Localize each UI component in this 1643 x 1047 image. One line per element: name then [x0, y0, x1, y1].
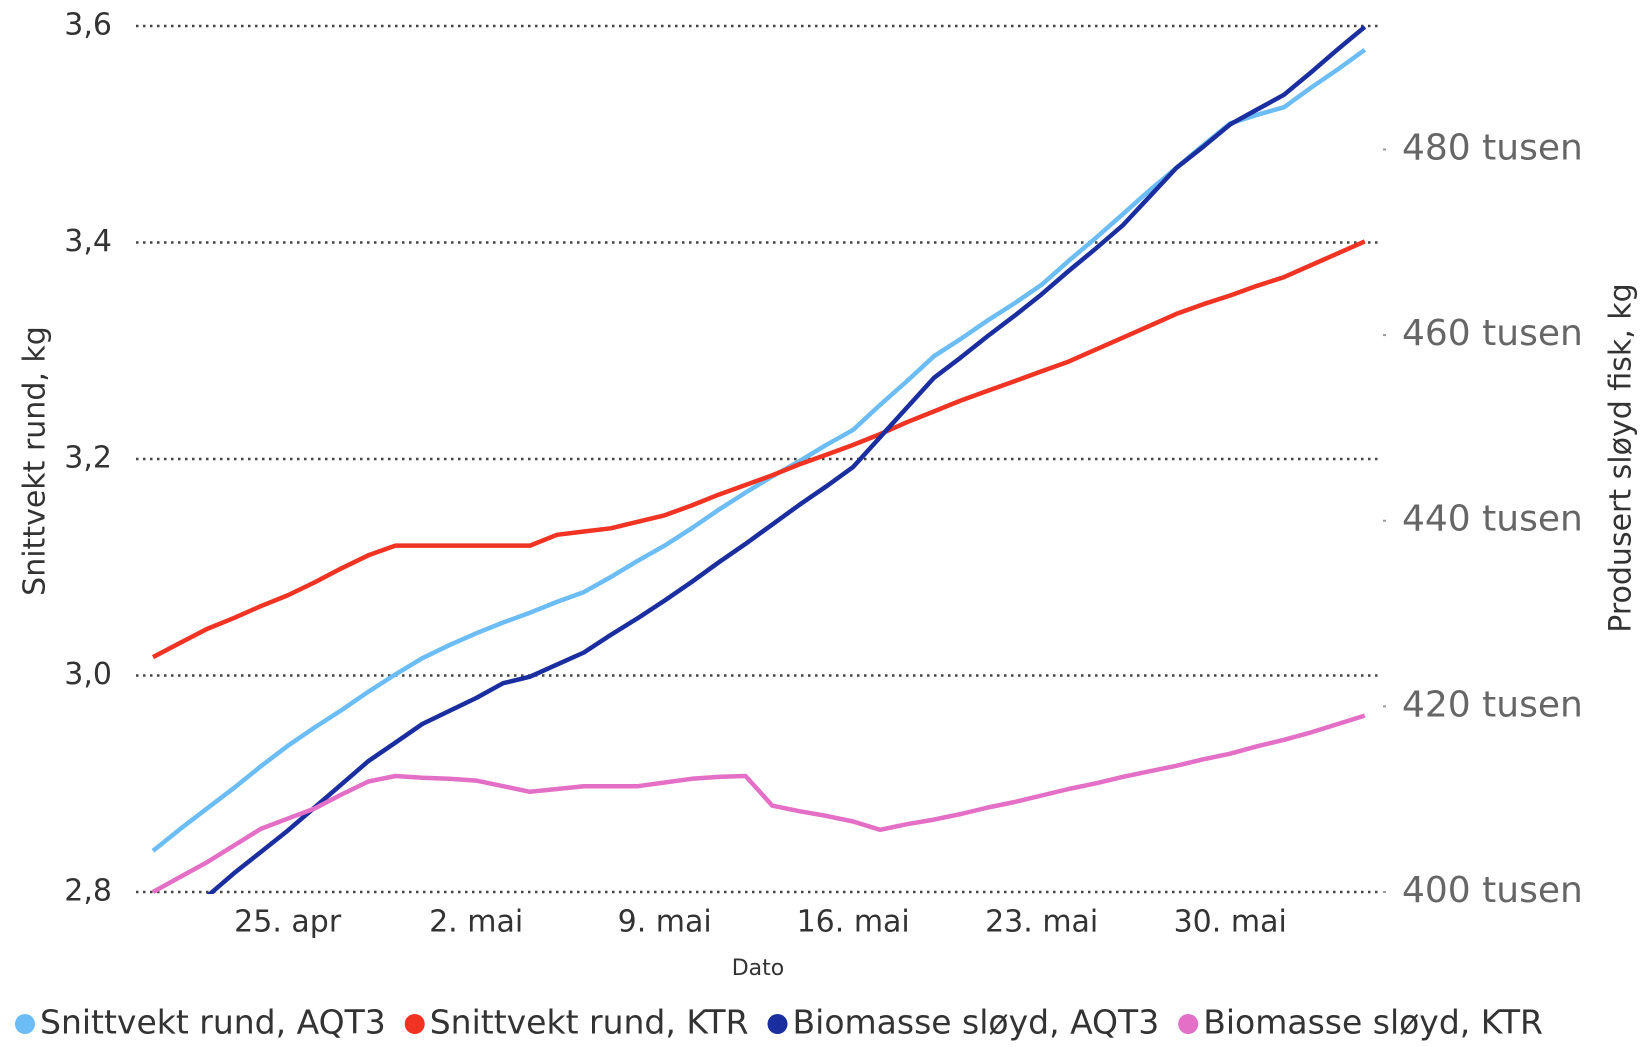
x-tick-label: 23. mai	[985, 905, 1098, 940]
y-tick-label: 3,6	[64, 8, 112, 43]
legend-label: Biomasse sløyd, AQT3	[793, 1003, 1160, 1042]
y2-tick-label: 420 tusen	[1402, 684, 1583, 725]
series-line	[151, 239, 1366, 660]
y2-tick-label: 480 tusen	[1402, 127, 1583, 168]
legend-label: Snittvekt rund, KTR	[430, 1003, 749, 1042]
legend-marker	[1178, 1014, 1199, 1034]
y2-axis-title: Produsert sløyd fisk, kg	[1604, 283, 1639, 632]
x-tick-label: 30. mai	[1174, 905, 1287, 940]
y-tick-label: 3,4	[64, 224, 112, 259]
legend-label: Snittvekt rund, AQT3	[40, 1003, 386, 1042]
series-line	[151, 47, 1367, 853]
x-axis-title: Dato	[732, 956, 785, 981]
y-tick-label: 2,8	[64, 874, 112, 909]
y2-tick-label: 460 tusen	[1402, 313, 1583, 354]
x-tick-label: 2. mai	[429, 905, 523, 940]
y-tick-label: 3,0	[64, 657, 112, 692]
y-axis-title: Snittvekt rund, kg	[18, 326, 53, 596]
legend-marker	[767, 1014, 788, 1034]
x-tick-label: 25. apr	[234, 905, 342, 940]
legend-label: Biomasse sløyd, KTR	[1203, 1003, 1543, 1042]
series-line	[206, 25, 1367, 894]
plot-area	[151, 25, 1367, 894]
y2-tick-label: 440 tusen	[1402, 499, 1583, 540]
legend-marker	[15, 1014, 35, 1034]
x-tick-label: 16. mai	[797, 905, 910, 940]
y-tick-label: 3,2	[64, 441, 112, 476]
x-tick-label: 9. mai	[618, 905, 712, 940]
y2-tick-label: 400 tusen	[1402, 870, 1583, 911]
legend-marker	[404, 1014, 425, 1034]
series-line	[151, 713, 1366, 894]
